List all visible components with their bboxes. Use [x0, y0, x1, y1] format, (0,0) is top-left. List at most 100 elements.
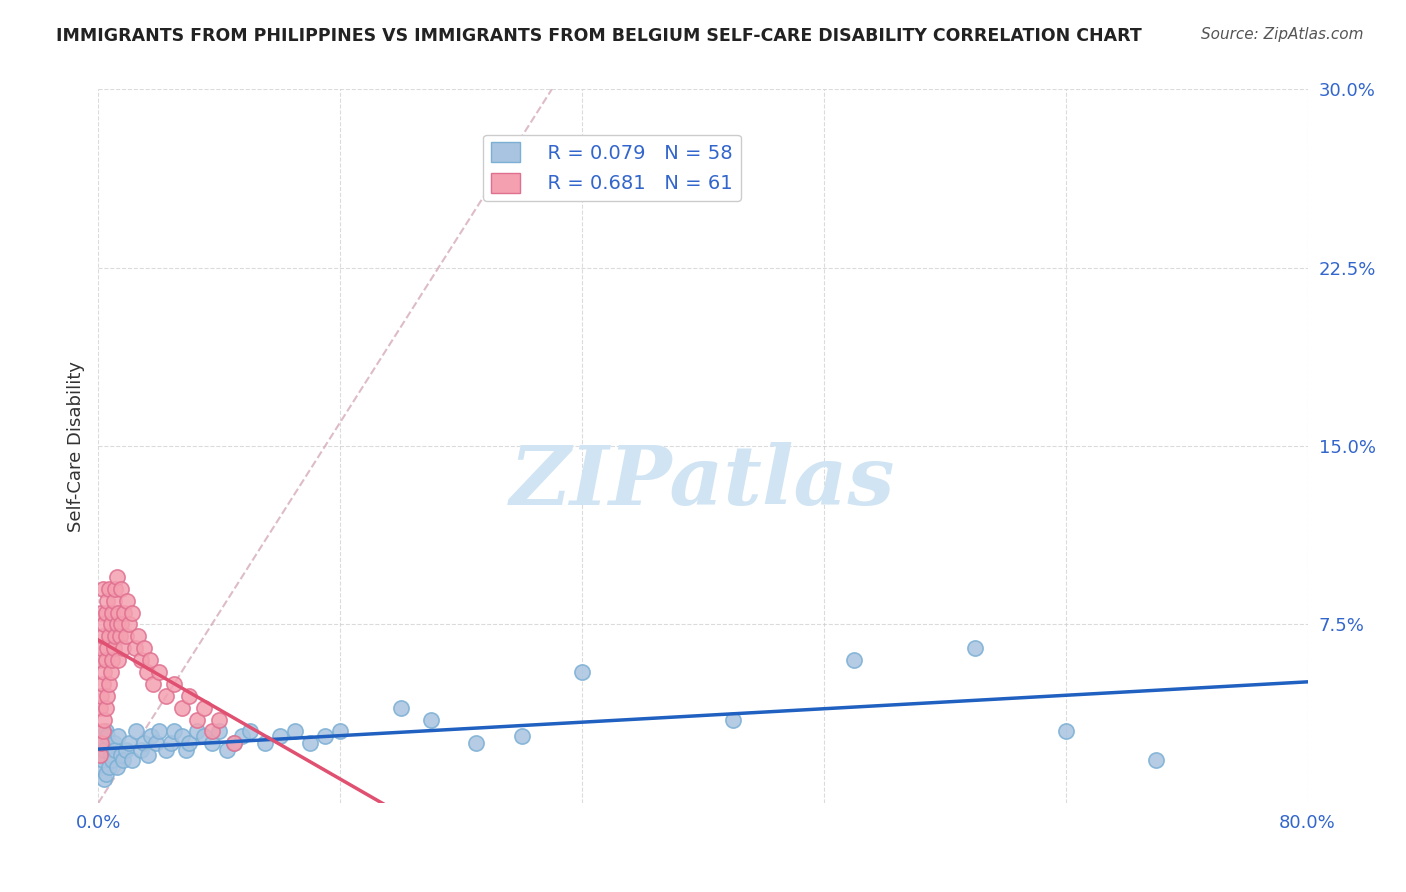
Point	[91, 753, 114, 767]
Point	[98, 760, 121, 774]
Point	[111, 641, 134, 656]
Point	[112, 606, 135, 620]
Point	[121, 753, 143, 767]
Point	[160, 736, 183, 750]
Y-axis label: Self-Care Disability: Self-Care Disability	[66, 360, 84, 532]
Point	[114, 629, 136, 643]
Point	[965, 641, 987, 656]
Point	[170, 729, 193, 743]
Point	[170, 700, 193, 714]
Point	[94, 724, 117, 739]
Point	[231, 729, 253, 743]
Point	[129, 743, 152, 757]
Point	[179, 689, 201, 703]
Point	[89, 748, 111, 763]
Point	[174, 743, 197, 757]
Point	[155, 743, 177, 757]
Point	[98, 582, 121, 596]
Point	[101, 606, 124, 620]
Point	[108, 629, 131, 643]
Point	[110, 748, 132, 763]
Point	[93, 713, 115, 727]
Point	[101, 653, 124, 667]
Point	[1144, 753, 1167, 767]
Point	[101, 753, 124, 767]
Point	[299, 736, 322, 750]
Point	[91, 677, 114, 691]
Point	[100, 748, 122, 763]
Point	[329, 724, 352, 739]
Point	[239, 724, 262, 739]
Point	[94, 767, 117, 781]
Point	[723, 713, 745, 727]
Point	[148, 665, 170, 679]
Point	[135, 665, 157, 679]
Point	[103, 593, 125, 607]
Point	[142, 677, 165, 691]
Point	[115, 593, 138, 607]
Point	[93, 665, 115, 679]
Point	[94, 606, 117, 620]
Point	[91, 629, 114, 643]
Point	[96, 593, 118, 607]
Point	[124, 641, 146, 656]
Point	[103, 736, 125, 750]
Point	[253, 736, 276, 750]
Point	[114, 743, 136, 757]
Point	[224, 736, 246, 750]
Point	[208, 713, 231, 727]
Point	[94, 653, 117, 667]
Point	[224, 736, 246, 750]
Point	[132, 736, 155, 750]
Point	[129, 653, 152, 667]
Point	[121, 606, 143, 620]
Point	[110, 617, 132, 632]
Point	[571, 665, 593, 679]
Point	[215, 743, 238, 757]
Point	[96, 641, 118, 656]
Point	[284, 724, 307, 739]
Point	[91, 582, 114, 596]
Point	[104, 629, 127, 643]
Point	[155, 689, 177, 703]
Legend:   R = 0.079   N = 58,   R = 0.681   N = 61: R = 0.079 N = 58, R = 0.681 N = 61	[484, 135, 741, 201]
Point	[193, 700, 215, 714]
Point	[105, 617, 128, 632]
Point	[107, 606, 129, 620]
Point	[186, 724, 208, 739]
Point	[314, 729, 336, 743]
Point	[98, 677, 121, 691]
Point	[139, 653, 162, 667]
Point	[465, 736, 488, 750]
Point	[420, 713, 443, 727]
Point	[148, 724, 170, 739]
Point	[132, 641, 155, 656]
Point	[104, 743, 127, 757]
Point	[269, 729, 291, 743]
Point	[89, 653, 111, 667]
Point	[110, 582, 132, 596]
Point	[208, 724, 231, 739]
Point	[96, 729, 118, 743]
Point	[90, 641, 112, 656]
Point	[510, 729, 533, 743]
Point	[111, 753, 134, 767]
Text: ZIPatlas: ZIPatlas	[510, 442, 896, 522]
Point	[100, 617, 122, 632]
Point	[107, 729, 129, 743]
Point	[844, 653, 866, 667]
Point	[91, 724, 114, 739]
Point	[118, 617, 141, 632]
Point	[179, 736, 201, 750]
Text: IMMIGRANTS FROM PHILIPPINES VS IMMIGRANTS FROM BELGIUM SELF-CARE DISABILITY CORR: IMMIGRANTS FROM PHILIPPINES VS IMMIGRANT…	[56, 27, 1142, 45]
Point	[193, 729, 215, 743]
Point	[93, 772, 115, 786]
Point	[201, 736, 224, 750]
Point	[136, 748, 159, 763]
Point	[105, 760, 128, 774]
Point	[91, 736, 114, 750]
Point	[100, 665, 122, 679]
Point	[118, 736, 141, 750]
Point	[103, 641, 125, 656]
Text: Source: ZipAtlas.com: Source: ZipAtlas.com	[1201, 27, 1364, 42]
